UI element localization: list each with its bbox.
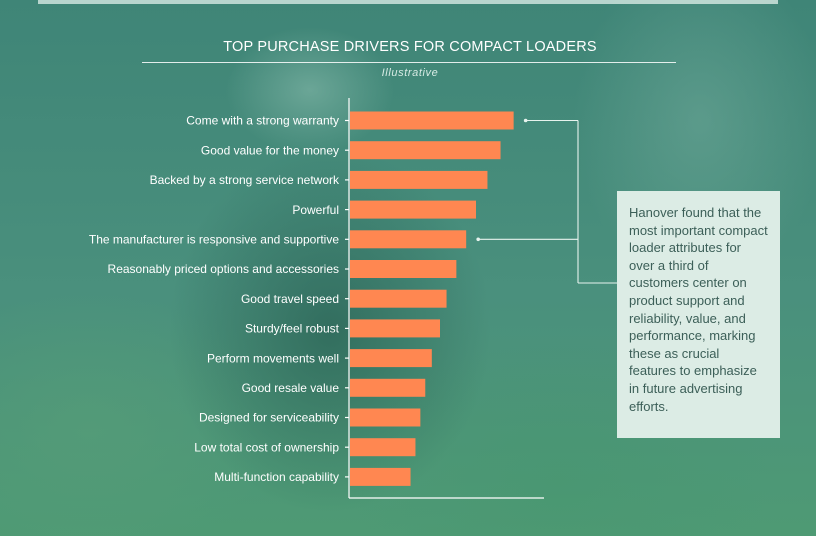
top-band: [38, 0, 778, 4]
bar: [350, 170, 488, 189]
category-label: Powerful: [292, 203, 339, 217]
bar: [350, 349, 432, 368]
bar: [350, 408, 421, 427]
title-divider: [142, 62, 676, 63]
category-label: Sturdy/feel robust: [245, 322, 340, 336]
bar: [350, 260, 457, 278]
category-label: Multi-function capability: [214, 470, 339, 484]
bar: [350, 111, 514, 130]
category-label: Perform movements well: [207, 351, 339, 365]
bar: [350, 141, 501, 160]
bar: [350, 378, 426, 397]
bar: [350, 467, 411, 486]
category-label: Good value for the money: [201, 143, 339, 157]
category-label: Good travel speed: [241, 292, 339, 306]
category-label: Reasonably priced options and accessorie…: [108, 262, 339, 276]
callout-box: Hanover found that the most important co…: [617, 191, 780, 438]
category-label: Come with a strong warranty: [186, 114, 339, 128]
bar: [350, 230, 467, 249]
bar: [350, 200, 476, 219]
callout-text: Hanover found that the most important co…: [629, 205, 768, 414]
category-label: The manufacturer is responsive and suppo…: [89, 233, 339, 247]
bar: [350, 438, 416, 457]
chart-subtitle: Illustrative: [381, 67, 439, 79]
bar: [350, 319, 440, 338]
category-label: Designed for serviceability: [199, 411, 339, 425]
category-label: Backed by a strong service network: [150, 173, 340, 187]
chart-title: TOP PURCHASE DRIVERS FOR COMPACT LOADERS: [223, 39, 597, 55]
category-label: Good resale value: [242, 381, 340, 395]
category-label: Low total cost of ownership: [194, 440, 339, 454]
bar: [350, 289, 447, 308]
